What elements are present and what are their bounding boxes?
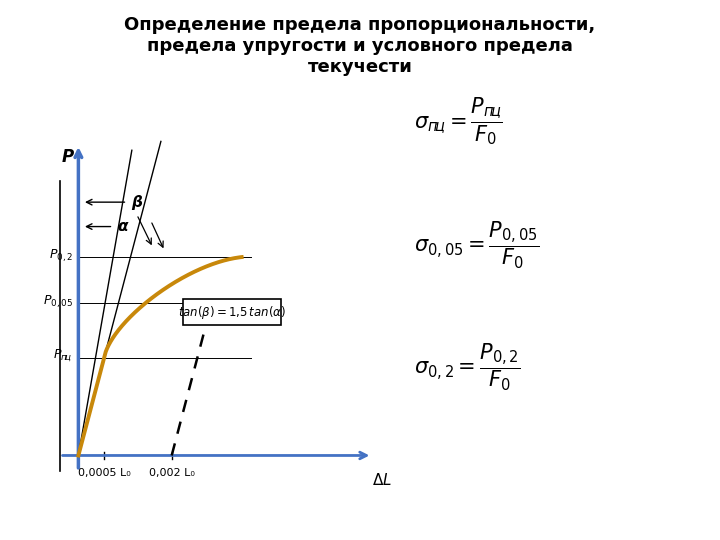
Text: $P_{0,05}$: $P_{0,05}$ — [42, 293, 73, 309]
Text: $\sigma_{0,05} = \dfrac{P_{0,05}}{F_0}$: $\sigma_{0,05} = \dfrac{P_{0,05}}{F_0}$ — [414, 220, 539, 271]
Text: $P_{0,2}$: $P_{0,2}$ — [48, 247, 73, 264]
Text: Определение предела пропорциональности,
предела упругости и условного предела
те: Определение предела пропорциональности, … — [125, 16, 595, 76]
Text: $\Delta L$: $\Delta L$ — [372, 472, 392, 488]
Text: 0,002 L₀: 0,002 L₀ — [149, 468, 194, 478]
Text: $\bfit{\beta}$: $\bfit{\beta}$ — [130, 193, 143, 212]
Text: $\bfit{\alpha}$: $\bfit{\alpha}$ — [117, 219, 129, 234]
Text: $\sigma_{0,2} = \dfrac{P_{0,2}}{F_0}$: $\sigma_{0,2} = \dfrac{P_{0,2}}{F_0}$ — [414, 342, 521, 393]
Text: 0,0005 L₀: 0,0005 L₀ — [78, 468, 130, 478]
Text: $P_{\mathit{п\!ц}}$: $P_{\mathit{п\!ц}}$ — [53, 348, 73, 364]
Text: $\sigma_{\mathit{п\!ц}} = \dfrac{P_{\mathit{п\!ц}}}{F_0}$: $\sigma_{\mathit{п\!ц}} = \dfrac{P_{\mat… — [414, 96, 503, 147]
FancyBboxPatch shape — [184, 299, 282, 325]
Text: $\bfit{P}$: $\bfit{P}$ — [60, 147, 75, 166]
Text: $tan(\beta) = 1{,}5\,tan(\alpha)$: $tan(\beta) = 1{,}5\,tan(\alpha)$ — [179, 303, 287, 321]
